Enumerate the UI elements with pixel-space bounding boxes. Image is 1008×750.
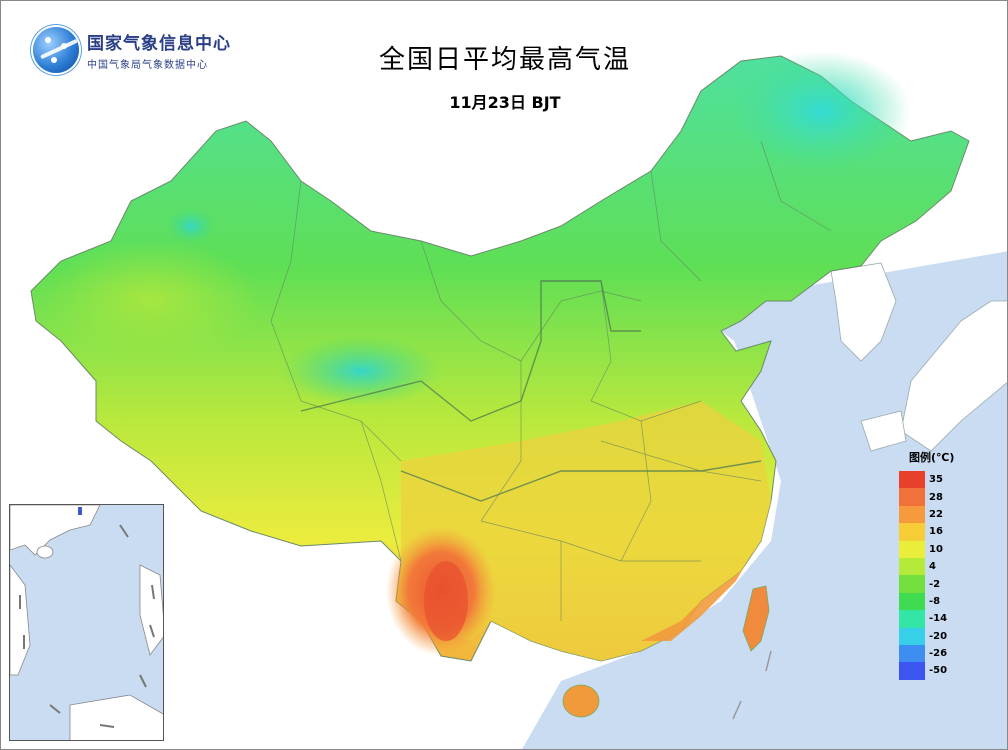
river-lines <box>300 280 762 502</box>
legend-label: -20 <box>929 630 948 642</box>
legend-swatch <box>899 592 925 611</box>
mild-west <box>41 241 261 361</box>
legend-item: -50 <box>899 662 973 680</box>
legend-label: -14 <box>929 613 948 625</box>
legend-item: -2 <box>899 575 973 593</box>
globe-logo-icon <box>33 27 79 73</box>
legend-title: 图例(℃) <box>909 451 955 464</box>
legend-label: 10 <box>929 543 943 555</box>
legend: 图例(℃) 35 28 22 16 10 4 -2 -8 -14 -20 -26 -50 <box>899 449 973 680</box>
map-title: 全国日平均最高气温 <box>378 45 631 75</box>
legend-label: -2 <box>929 578 941 590</box>
inset-map <box>10 505 163 740</box>
legend-item: -26 <box>899 644 973 663</box>
legend-swatch <box>899 627 925 645</box>
legend-swatch <box>899 662 925 680</box>
inset-dashes <box>19 524 155 728</box>
legend-item: 4 <box>899 557 973 576</box>
cold-spot-qinghai <box>281 336 441 406</box>
japan-landmass <box>900 300 1007 452</box>
hainan-island <box>562 684 600 718</box>
korea-landmass <box>830 262 897 362</box>
legend-label: 35 <box>929 474 943 486</box>
legend-swatch <box>899 557 925 576</box>
legend-label: 4 <box>929 561 936 573</box>
south-china-sea-inset <box>9 504 164 741</box>
legend-item: 22 <box>899 505 973 524</box>
legend-swatch <box>899 471 925 489</box>
legend-swatch <box>899 488 925 506</box>
inset-coastline <box>10 505 101 556</box>
inset-philippines <box>139 564 163 656</box>
org-text: 国家气象信息中心 中国气象局气象数据中心 <box>87 29 231 71</box>
legend-swatch <box>899 540 925 558</box>
inset-vietnam <box>10 564 31 676</box>
legend-item: 10 <box>899 540 973 558</box>
legend-label: -50 <box>929 665 948 677</box>
legend-item: -20 <box>899 627 973 645</box>
legend-label: -26 <box>929 648 948 660</box>
legend-item: -14 <box>899 610 973 628</box>
cold-spot-northeast <box>731 51 911 171</box>
cold-spot-xinjiang <box>166 208 216 244</box>
legend-swatch <box>899 610 925 628</box>
org-subname: 中国气象局气象数据中心 <box>87 60 208 71</box>
legend-swatch <box>899 505 925 524</box>
legend-rows: 35 28 22 16 10 4 -2 -8 -14 -20 -26 -50 <box>899 471 973 680</box>
hot-spot-core <box>424 561 468 641</box>
map-date: 11月23日 BJT <box>449 93 561 112</box>
legend-swatch <box>899 523 925 541</box>
legend-swatch <box>899 644 925 663</box>
legend-label: 22 <box>929 508 943 520</box>
legend-item: 35 <box>899 471 973 489</box>
legend-item: 16 <box>899 523 973 541</box>
inset-borneo <box>69 694 163 740</box>
taiwan-island <box>742 585 770 652</box>
island-dashes <box>732 650 772 720</box>
province-borders <box>270 140 832 621</box>
legend-swatch <box>899 575 925 593</box>
legend-label: 28 <box>929 491 943 503</box>
legend-item: 28 <box>899 488 973 506</box>
org-name: 国家气象信息中心 <box>87 34 231 54</box>
inset-hainan <box>36 545 54 559</box>
legend-item: -8 <box>899 592 973 611</box>
inset-taiwan-mark <box>78 507 82 515</box>
ocean-east <box>522 251 1007 749</box>
legend-label: -8 <box>929 595 941 607</box>
legend-label: 16 <box>929 526 943 538</box>
japan-south <box>860 410 907 452</box>
org-logo: 国家气象信息中心 中国气象局气象数据中心 <box>33 27 231 73</box>
